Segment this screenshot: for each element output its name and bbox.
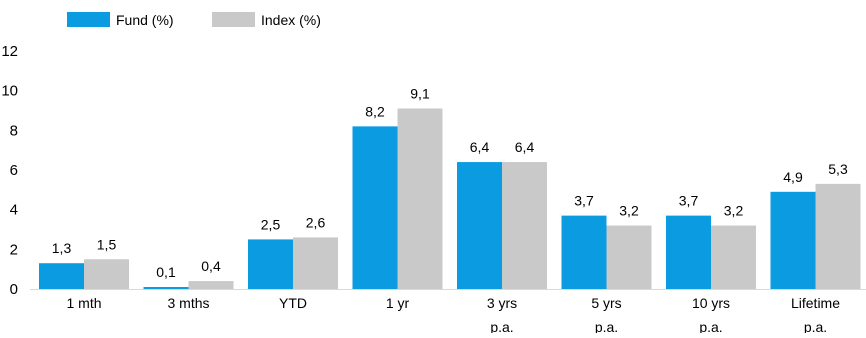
data-label-0-3: 8,2 <box>365 103 385 119</box>
bar-0-1 <box>143 287 189 289</box>
bar-0-4 <box>457 162 502 289</box>
bar-0-2 <box>248 239 293 289</box>
data-label-0-7: 4,9 <box>783 169 803 185</box>
x-axis: 1 mth 3 mths YTD 1 yr 3 yrs p.a. 5 yrs p.a. 10 y… <box>66 295 840 335</box>
legend-label-1: Index (%) <box>261 12 321 28</box>
bar-0-3 <box>352 126 398 289</box>
data-label-1-3: 9,1 <box>410 86 430 102</box>
legend: Fund (%) Index (%) <box>67 12 321 28</box>
bar-0-6 <box>666 215 711 289</box>
y-axis: 0 2 4 6 8 10 12 <box>1 43 18 298</box>
bar-1-7 <box>815 183 861 289</box>
data-label-1-5: 3,2 <box>619 203 639 219</box>
y-tick-label-5: 10 <box>1 83 18 100</box>
x-tick-label-7: Lifetime p.a. <box>791 295 840 333</box>
data-label-0-1: 0,1 <box>156 264 176 280</box>
data-label-0-2: 2,5 <box>261 216 281 232</box>
bar-0-0 <box>39 263 84 289</box>
bar-1-1 <box>188 281 234 289</box>
bar-0-7 <box>770 191 816 289</box>
y-tick-label-6: 12 <box>1 43 18 60</box>
bar-1-6 <box>711 225 756 289</box>
data-label-0-0: 1,3 <box>52 240 72 256</box>
legend-swatch-1 <box>212 12 255 27</box>
bar-1-2 <box>293 237 338 289</box>
data-label-1-2: 2,6 <box>306 214 326 230</box>
y-tick-label-2: 4 <box>10 202 18 219</box>
bar-0-5 <box>561 215 607 289</box>
bar-1-5 <box>606 225 652 289</box>
bar-1-3 <box>397 108 443 290</box>
data-label-1-1: 0,4 <box>201 258 221 274</box>
data-label-0-5: 3,7 <box>574 193 594 209</box>
legend-label-0: Fund (%) <box>116 12 174 28</box>
x-tick-label-5: 5 yrs p.a. <box>591 295 621 333</box>
data-label-1-6: 3,2 <box>724 203 744 219</box>
x-tick-label-6: 10 yrs p.a. <box>692 295 730 333</box>
y-tick-label-0: 0 <box>10 281 18 298</box>
x-tick-label-1: 3 mths <box>167 295 209 311</box>
x-tick-label-2: YTD <box>279 295 307 311</box>
bar-1-4 <box>502 162 547 289</box>
data-label-1-0: 1,5 <box>97 236 117 252</box>
data-label-1-7: 5,3 <box>828 161 848 177</box>
data-label-1-4: 6,4 <box>515 139 535 155</box>
y-tick-label-3: 6 <box>10 162 18 179</box>
x-tick-label-4: 3 yrs p.a. <box>487 295 517 333</box>
data-label-0-6: 3,7 <box>679 193 699 209</box>
bar-1-0 <box>84 259 129 289</box>
data-labels: 1,3 1,5 0,1 0,4 2,5 2,6 8,2 9,1 6,4 6,4 3,7 3,2 3,7 3… <box>52 86 848 280</box>
data-label-0-4: 6,4 <box>470 139 490 155</box>
y-tick-label-1: 2 <box>10 241 18 258</box>
legend-swatch-0 <box>67 12 110 27</box>
y-tick-label-4: 8 <box>10 122 18 139</box>
x-tick-label-3: 1 yr <box>386 295 410 311</box>
bars <box>39 108 861 290</box>
x-tick-label-0: 1 mth <box>66 295 101 311</box>
